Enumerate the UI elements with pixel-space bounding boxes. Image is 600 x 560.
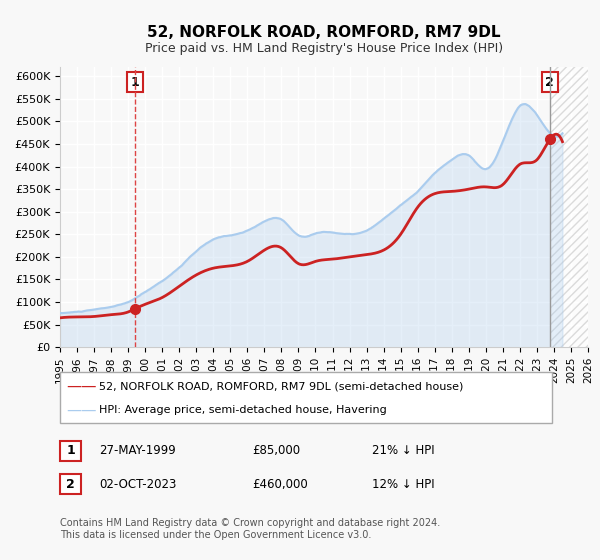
Text: £460,000: £460,000 (252, 478, 308, 491)
Text: ——: —— (66, 379, 97, 394)
Text: 1: 1 (66, 444, 75, 458)
Text: 12% ↓ HPI: 12% ↓ HPI (372, 478, 434, 491)
Text: 27-MAY-1999: 27-MAY-1999 (99, 444, 176, 458)
Text: 52, NORFOLK ROAD, ROMFORD, RM7 9DL: 52, NORFOLK ROAD, ROMFORD, RM7 9DL (147, 25, 501, 40)
Text: 2: 2 (66, 478, 75, 491)
Text: 1: 1 (131, 76, 139, 88)
Text: HPI: Average price, semi-detached house, Havering: HPI: Average price, semi-detached house,… (99, 405, 387, 415)
Text: ——: —— (66, 403, 97, 418)
Text: Price paid vs. HM Land Registry's House Price Index (HPI): Price paid vs. HM Land Registry's House … (145, 42, 503, 55)
Bar (550, 67, 596, 347)
Text: 52, NORFOLK ROAD, ROMFORD, RM7 9DL (semi-detached house): 52, NORFOLK ROAD, ROMFORD, RM7 9DL (semi… (99, 381, 463, 391)
Text: £85,000: £85,000 (252, 444, 300, 458)
Text: 02-OCT-2023: 02-OCT-2023 (99, 478, 176, 491)
Text: Contains HM Land Registry data © Crown copyright and database right 2024.
This d: Contains HM Land Registry data © Crown c… (60, 518, 440, 540)
Text: 21% ↓ HPI: 21% ↓ HPI (372, 444, 434, 458)
Text: 2: 2 (545, 76, 554, 88)
